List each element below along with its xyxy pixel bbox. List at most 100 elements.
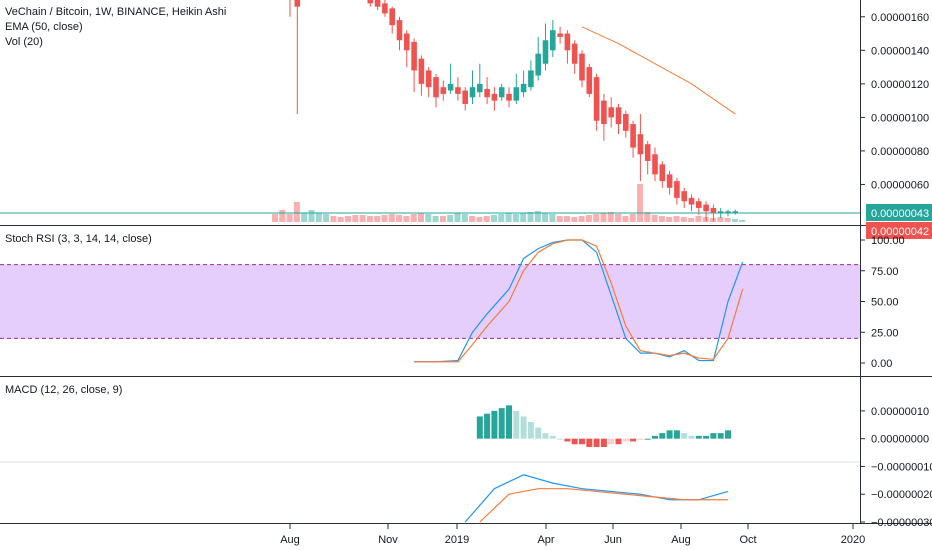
y-tick-label: 0.00000060 — [871, 179, 929, 191]
macd-histogram-bar — [520, 416, 527, 439]
volume-bar — [272, 214, 278, 222]
volume-bar — [542, 213, 549, 222]
macd-histogram-bar — [579, 438, 585, 445]
macd-histogram-bar — [557, 438, 564, 440]
x-tick-label: Apr — [537, 534, 554, 546]
volume-bar — [425, 214, 432, 222]
candle-body — [593, 77, 600, 121]
vol-label: Vol (20) — [5, 36, 43, 48]
macd-histogram-bar — [681, 433, 688, 439]
candle-body — [396, 20, 403, 41]
volume-bar — [564, 216, 570, 222]
y-tick-label: 0.00000100 — [871, 112, 929, 124]
volume-bar — [731, 219, 738, 222]
y-tick-label: 0.00000120 — [871, 79, 929, 91]
candle-body — [652, 154, 658, 175]
price-badge-label: 0.00000043 — [871, 208, 929, 220]
candle-body — [440, 87, 447, 94]
volume-bar — [388, 214, 395, 222]
macd-histogram-bar — [703, 435, 710, 439]
volume-bar — [622, 216, 629, 222]
volume-bar — [454, 213, 461, 222]
volume-bar — [556, 216, 563, 222]
y-tick-label: 0.00000160 — [871, 12, 929, 24]
macd-histogram-bar — [542, 433, 549, 439]
volume-bar — [366, 216, 373, 222]
stoch-legend: Stoch RSI (3, 3, 14, 14, close) — [5, 232, 152, 247]
volume-bar — [644, 212, 651, 222]
x-tick-label: 2019 — [445, 534, 469, 546]
stoch-label: Stoch RSI (3, 3, 14, 14, close) — [5, 233, 152, 245]
candle-body — [498, 87, 505, 98]
main-legend: VeChain / Bitcoin, 1W, BINANCE, Heikin A… — [5, 5, 226, 50]
candle-body — [615, 107, 622, 125]
candle-body — [528, 70, 534, 88]
macd-histogram-bar — [644, 438, 651, 440]
candle-body — [418, 58, 425, 84]
macd-histogram-bar — [652, 435, 658, 439]
volume-bar — [673, 216, 680, 222]
volume-bar — [352, 215, 359, 222]
x-tick-label: Oct — [739, 534, 756, 546]
candle-body — [717, 211, 724, 213]
ema-label: EMA (50, close) — [5, 21, 83, 33]
volume-bar — [403, 216, 410, 222]
macd-histogram-bar — [622, 438, 629, 442]
candle-body — [579, 53, 585, 81]
candle-body — [411, 41, 417, 71]
candle-body — [294, 0, 301, 7]
volume-bar — [476, 217, 483, 222]
macd-histogram-bar — [637, 438, 644, 441]
volume-bar — [593, 214, 600, 222]
volume-bar — [359, 215, 366, 222]
volume-bar — [512, 214, 519, 222]
volume-bar — [337, 217, 344, 222]
volume-bar — [315, 213, 322, 222]
volume-bar — [418, 213, 424, 222]
macd-histogram-bar — [513, 410, 520, 439]
macd-histogram-bar — [527, 422, 534, 439]
candle-body — [688, 197, 695, 205]
ema-line — [581, 26, 736, 115]
volume-bar — [447, 215, 454, 222]
candle-body — [367, 0, 374, 4]
macd-histogram-bar — [659, 433, 666, 439]
volume-bar — [396, 215, 403, 222]
volume-bar — [469, 216, 476, 222]
volume-bar — [739, 220, 746, 222]
candle-body — [644, 144, 651, 161]
candle-body — [469, 87, 476, 98]
signal-line — [479, 488, 728, 523]
macd-histogram-bar — [725, 430, 731, 439]
volume-bar — [534, 211, 541, 222]
volume-bar — [439, 216, 446, 222]
macd-histogram-bar — [549, 435, 556, 439]
candle-body — [382, 3, 388, 14]
candle-body — [732, 211, 739, 213]
volume-bar — [461, 214, 468, 222]
volume-bar — [323, 214, 330, 222]
macd-histogram-bar — [484, 413, 491, 439]
candle-body — [557, 33, 563, 37]
volume-bar — [483, 216, 490, 222]
macd-legend: MACD (12, 26, close, 9) — [5, 383, 122, 398]
volume-bar — [585, 215, 592, 222]
candle-body — [491, 93, 498, 101]
macd-histogram-bar — [673, 430, 680, 439]
macd-histogram-bar — [491, 410, 498, 439]
macd-histogram-bar — [498, 408, 505, 439]
macd-histogram-bar — [717, 433, 724, 439]
candle-body — [637, 134, 644, 155]
stoch-series-line — [414, 239, 744, 363]
x-tick-label: Aug — [280, 534, 300, 546]
volume-bar — [498, 214, 505, 222]
price-badge-secondary — [866, 221, 932, 239]
macd-y-tick-label: −0.00000020 — [871, 489, 932, 501]
price-badge — [866, 203, 932, 221]
volume-bar — [578, 216, 585, 222]
volume-bar — [607, 212, 614, 222]
macd-histogram-bar — [695, 435, 702, 439]
volume-bar — [345, 216, 351, 222]
volume-bar — [505, 213, 512, 222]
